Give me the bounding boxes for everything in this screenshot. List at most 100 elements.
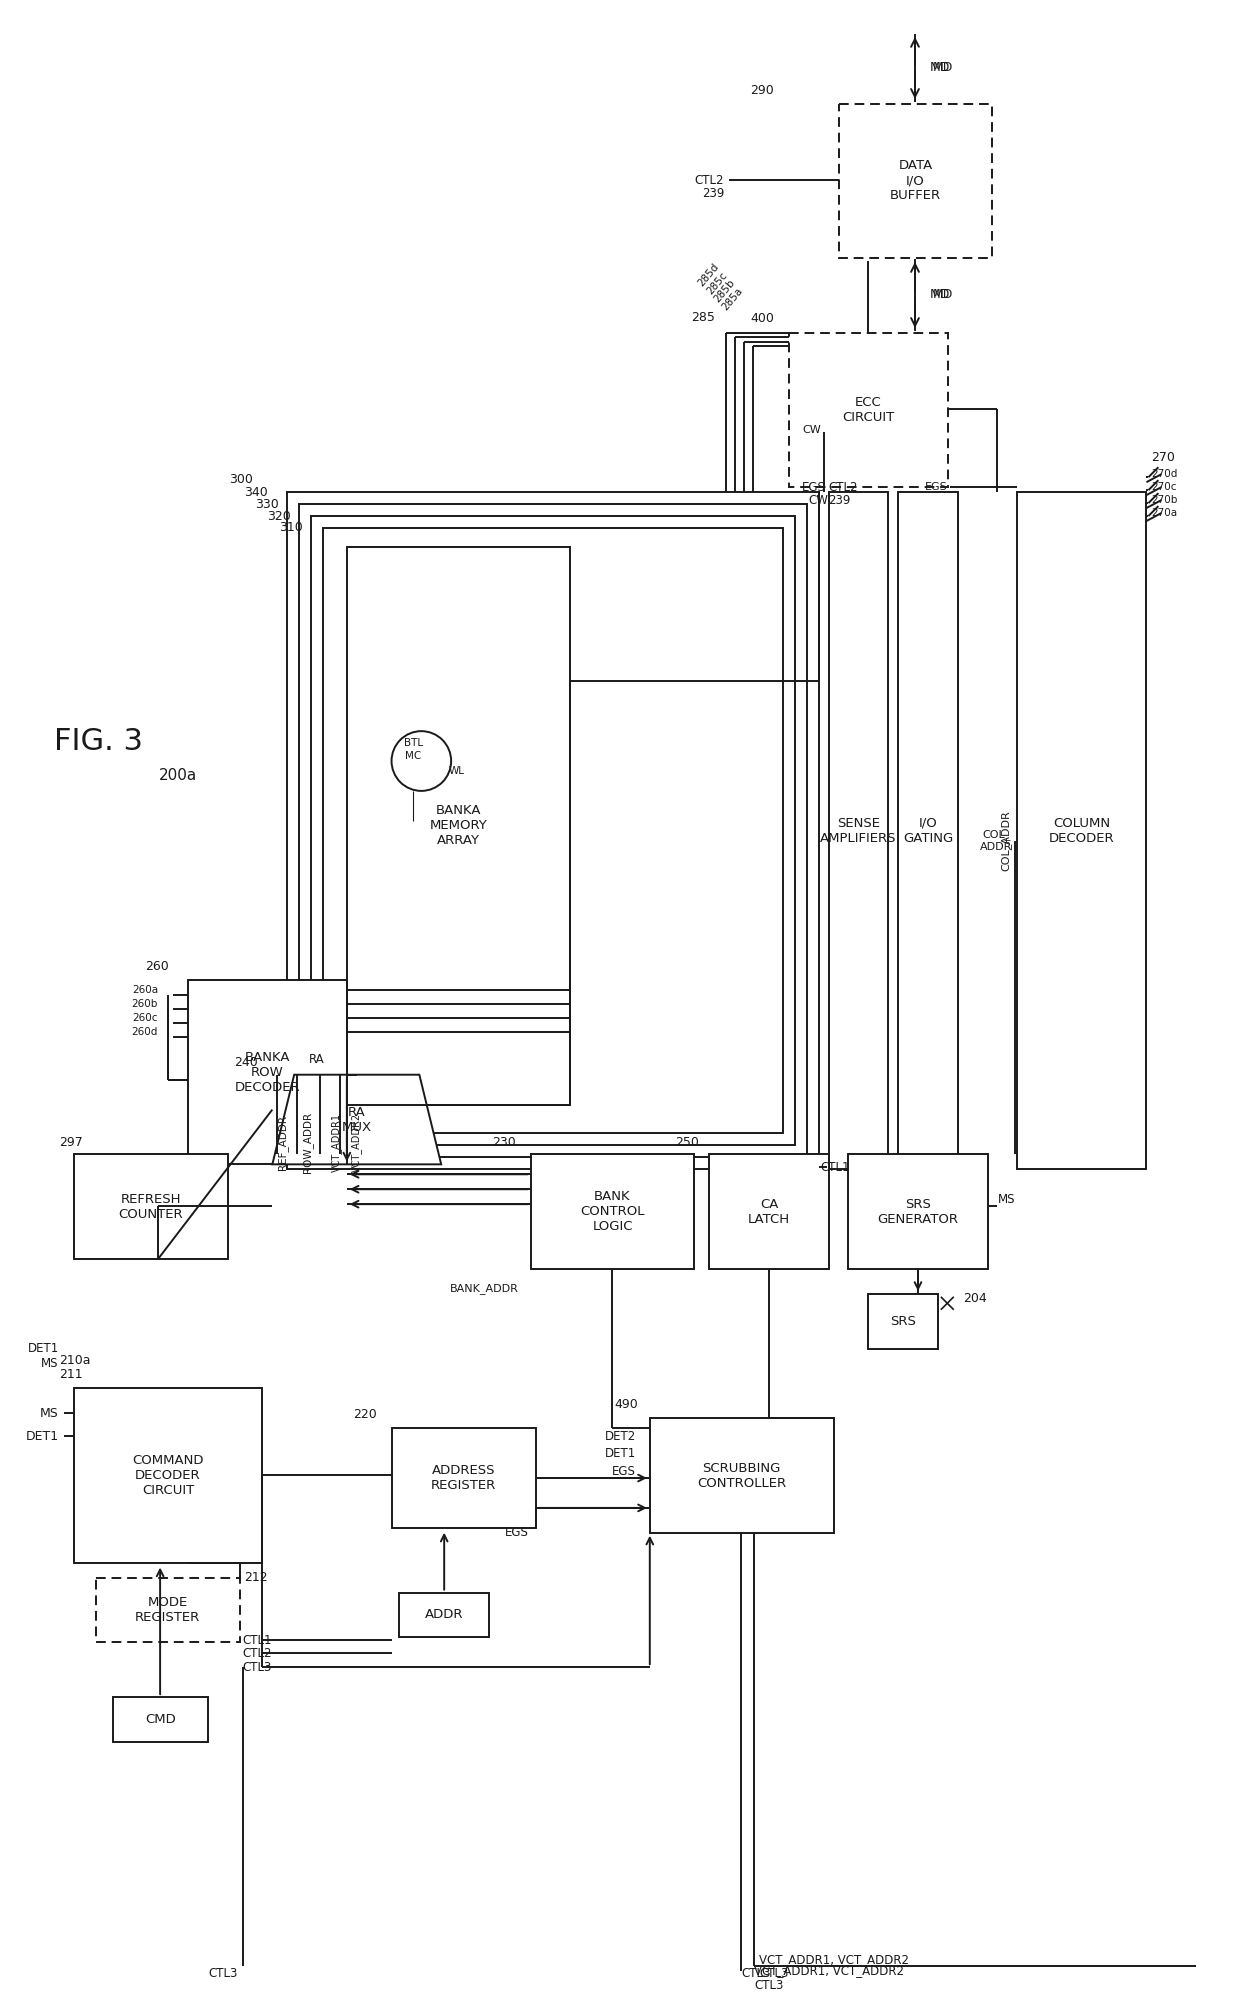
Text: CTL3: CTL3 (754, 1979, 784, 1993)
Text: VCT_ADDR1, VCT_ADDR2: VCT_ADDR1, VCT_ADDR2 (754, 1965, 904, 1977)
FancyBboxPatch shape (73, 1388, 263, 1563)
Text: 285b: 285b (713, 278, 738, 304)
Text: 270d: 270d (1152, 469, 1178, 479)
FancyBboxPatch shape (347, 547, 570, 1104)
Text: COMMAND
DECODER
CIRCUIT: COMMAND DECODER CIRCUIT (133, 1454, 203, 1496)
Text: MD: MD (932, 62, 954, 74)
FancyBboxPatch shape (288, 493, 818, 1168)
Text: MS: MS (41, 1357, 58, 1369)
Text: RA
MUX: RA MUX (342, 1106, 372, 1134)
FancyBboxPatch shape (868, 1293, 937, 1349)
FancyBboxPatch shape (322, 529, 782, 1134)
Text: 260b: 260b (131, 999, 159, 1010)
Text: EGS: EGS (613, 1464, 636, 1478)
Text: 230: 230 (492, 1136, 516, 1148)
Text: BANK_ADDR: BANK_ADDR (450, 1283, 518, 1295)
FancyBboxPatch shape (1017, 493, 1147, 1168)
Text: REFRESH
COUNTER: REFRESH COUNTER (118, 1193, 184, 1221)
Text: 270a: 270a (1152, 509, 1178, 519)
FancyBboxPatch shape (399, 1593, 489, 1637)
Text: MD: MD (930, 62, 950, 74)
Text: FIG. 3: FIG. 3 (55, 726, 143, 756)
Text: 285c: 285c (706, 269, 729, 296)
Text: CTL1: CTL1 (243, 1633, 272, 1647)
Text: COL_ADDR: COL_ADDR (1001, 810, 1012, 871)
FancyBboxPatch shape (828, 493, 888, 1168)
Text: MS: MS (40, 1408, 58, 1420)
Text: ADDR: ADDR (425, 1609, 464, 1621)
Text: EGS: EGS (505, 1526, 528, 1538)
Text: 270b: 270b (1152, 495, 1178, 505)
Text: 200a: 200a (159, 768, 197, 784)
Text: 285a: 285a (720, 286, 745, 312)
Text: RA: RA (309, 1054, 324, 1066)
Text: MODE
REGISTER: MODE REGISTER (135, 1597, 200, 1625)
Text: CTL1: CTL1 (821, 1160, 851, 1174)
Text: BTL: BTL (404, 738, 423, 748)
FancyBboxPatch shape (709, 1154, 828, 1269)
Text: 260: 260 (145, 959, 169, 973)
Text: 260d: 260d (131, 1028, 159, 1038)
Circle shape (392, 732, 451, 790)
Text: COLUMN
DECODER: COLUMN DECODER (1049, 816, 1115, 845)
Text: WL: WL (449, 766, 465, 776)
Text: MC: MC (405, 750, 422, 760)
Text: CTL2: CTL2 (694, 173, 724, 187)
Text: 260c: 260c (133, 1014, 159, 1024)
Text: SENSE
AMPLIFIERS: SENSE AMPLIFIERS (820, 816, 897, 845)
Text: VCT_ADDR1: VCT_ADDR1 (331, 1112, 342, 1172)
Text: MS: MS (997, 1193, 1016, 1207)
Polygon shape (273, 1074, 441, 1164)
Text: COL_
ADDR: COL_ ADDR (980, 829, 1012, 853)
Text: ECC
CIRCUIT: ECC CIRCUIT (842, 396, 894, 424)
Text: 270: 270 (1152, 450, 1176, 465)
Text: CMD: CMD (145, 1713, 176, 1725)
Text: CA
LATCH: CA LATCH (748, 1199, 790, 1225)
Text: 290: 290 (750, 84, 774, 97)
Text: SCRUBBING
CONTROLLER: SCRUBBING CONTROLLER (697, 1462, 786, 1490)
Text: BANK
CONTROL
LOGIC: BANK CONTROL LOGIC (580, 1191, 645, 1233)
Text: 260a: 260a (131, 985, 159, 995)
FancyBboxPatch shape (392, 1428, 536, 1528)
FancyBboxPatch shape (188, 979, 347, 1164)
Text: CTL3: CTL3 (208, 1967, 238, 1981)
Text: CTL3: CTL3 (742, 1967, 770, 1981)
Text: DET2: DET2 (605, 1430, 636, 1442)
Text: 285d: 285d (697, 261, 722, 288)
Text: 300: 300 (228, 473, 253, 487)
Text: CTL3: CTL3 (759, 1967, 789, 1981)
Text: MD: MD (932, 288, 954, 302)
Text: 490: 490 (614, 1398, 637, 1412)
FancyBboxPatch shape (650, 1418, 833, 1532)
Text: ROW_ADDR: ROW_ADDR (301, 1112, 312, 1172)
Text: SRS: SRS (890, 1315, 916, 1327)
Text: 250: 250 (676, 1136, 699, 1148)
Text: 400: 400 (750, 312, 774, 326)
FancyBboxPatch shape (789, 332, 947, 487)
Text: 320: 320 (268, 509, 291, 523)
Text: 239: 239 (828, 493, 851, 507)
Text: 310: 310 (279, 521, 303, 535)
Text: 210a: 210a (58, 1353, 91, 1367)
Text: CTL2: CTL2 (828, 481, 858, 493)
Text: MD: MD (930, 288, 950, 302)
Text: 330: 330 (255, 497, 279, 511)
Text: 212: 212 (244, 1571, 268, 1585)
Text: ADDRESS
REGISTER: ADDRESS REGISTER (432, 1464, 496, 1492)
Text: DET1: DET1 (26, 1430, 58, 1442)
Text: I/O
GATING: I/O GATING (903, 816, 954, 845)
FancyBboxPatch shape (531, 1154, 694, 1269)
Text: CTL3: CTL3 (243, 1661, 272, 1673)
Text: 285: 285 (692, 312, 715, 324)
Text: DATA
I/O
BUFFER: DATA I/O BUFFER (890, 159, 941, 203)
FancyBboxPatch shape (113, 1697, 208, 1742)
Text: EGS: EGS (925, 483, 947, 493)
Text: DET1: DET1 (27, 1341, 58, 1355)
Text: EGS: EGS (802, 481, 826, 493)
Text: 340: 340 (243, 485, 268, 499)
FancyBboxPatch shape (898, 493, 957, 1168)
Text: CW: CW (808, 493, 828, 507)
Text: BANKA
MEMORY
ARRAY: BANKA MEMORY ARRAY (430, 804, 487, 847)
Text: SRS
GENERATOR: SRS GENERATOR (878, 1199, 959, 1225)
Text: 220: 220 (353, 1408, 377, 1422)
